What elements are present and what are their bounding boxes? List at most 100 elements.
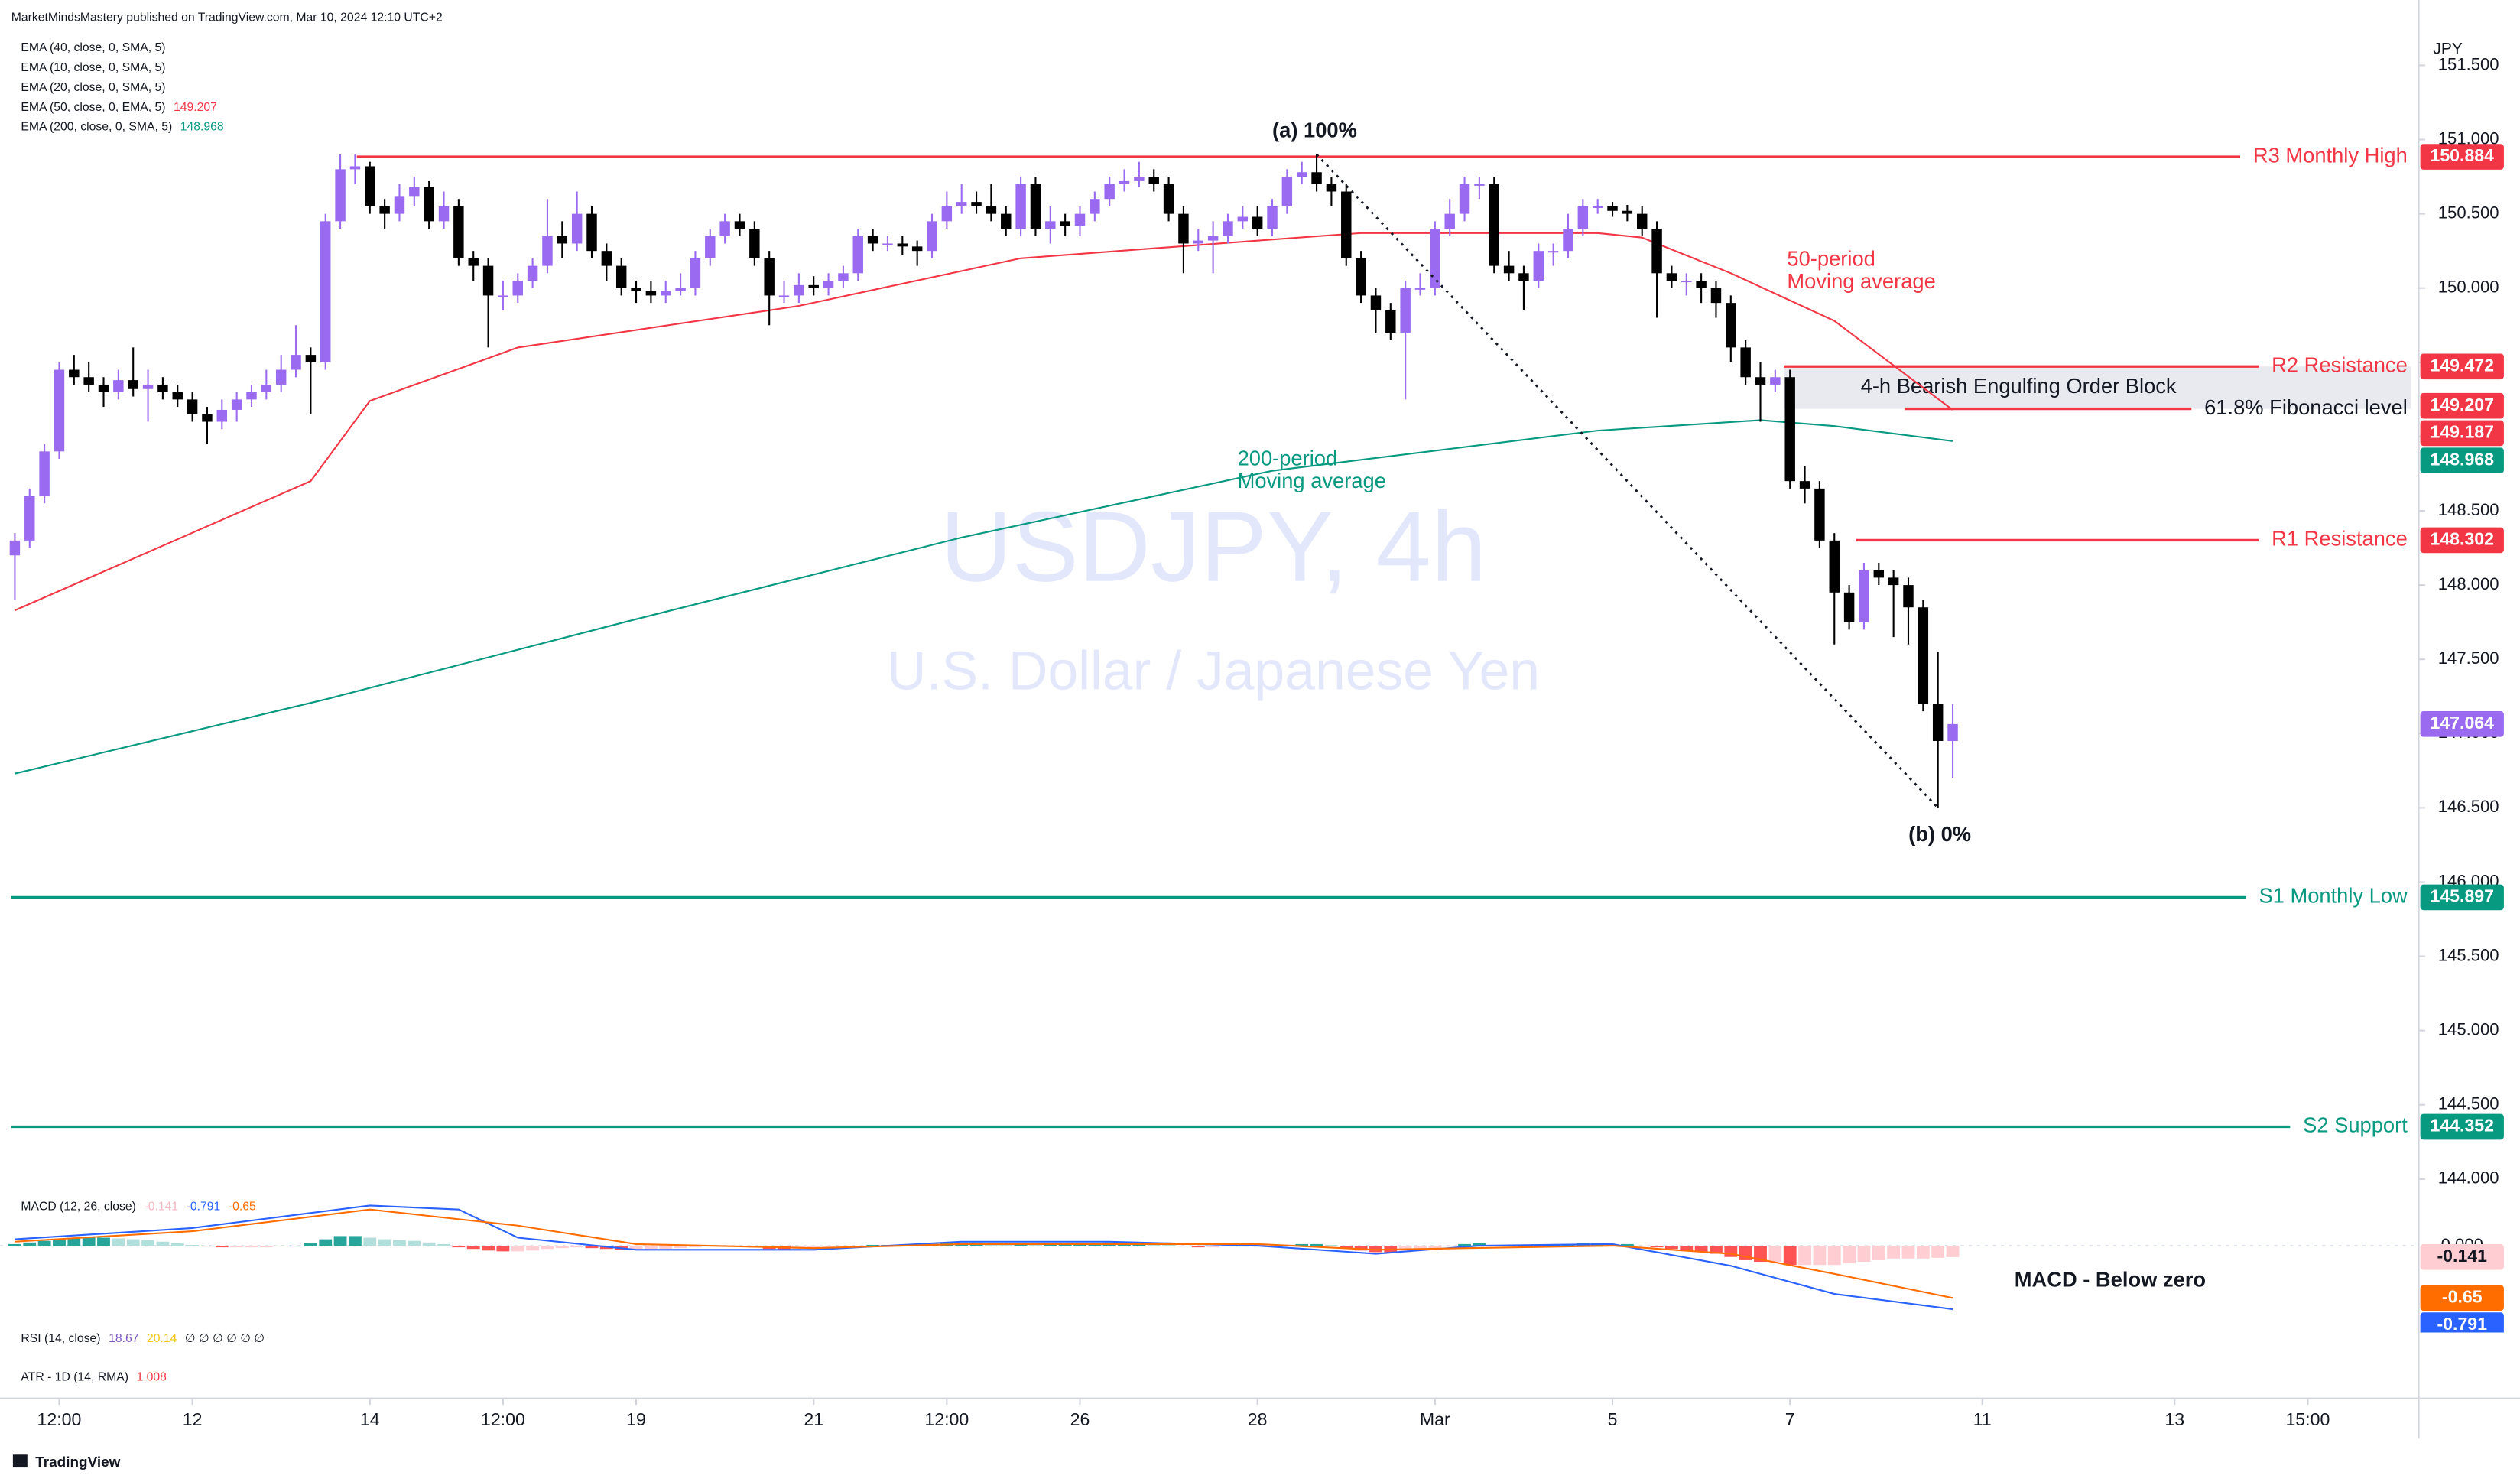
candle-body	[1518, 273, 1529, 281]
level-label: S2 Support	[2303, 1113, 2408, 1137]
level-label: R1 Resistance	[2272, 527, 2408, 551]
macd-histogram-bar	[378, 1239, 391, 1246]
macd-histogram-bar	[466, 1246, 480, 1250]
footer: TradingView	[35, 1454, 120, 1471]
candle-body	[838, 273, 849, 281]
macd-histogram-bar	[482, 1246, 495, 1251]
order-block-label: 4-h Bearish Engulfing Order Block	[1861, 374, 2177, 398]
candle-body	[335, 169, 346, 222]
candle-body	[631, 288, 641, 291]
candle-body	[764, 258, 775, 296]
macd-histogram-bar	[97, 1237, 110, 1246]
macd-histogram-bar	[186, 1244, 200, 1246]
candle-body	[1903, 585, 1914, 608]
candle-body	[1843, 592, 1855, 622]
candle-body	[1859, 570, 1869, 622]
price-badge-label: 147.064	[2430, 713, 2494, 733]
annotation: (a) 100%	[1272, 119, 1357, 142]
annotation: 200-period	[1238, 446, 1338, 470]
candle-body	[1414, 288, 1426, 290]
x-tick-label: 15:00	[2285, 1409, 2330, 1429]
macd-histogram-bar	[230, 1246, 244, 1248]
macd-histogram-bar	[156, 1241, 170, 1246]
header: MarketMindsMastery published on TradingV…	[11, 11, 443, 24]
candle-body	[1370, 295, 1382, 310]
macd-histogram-bar	[112, 1238, 125, 1246]
macd-histogram-bar	[304, 1243, 317, 1246]
candle-body	[897, 243, 908, 247]
candle-body	[39, 451, 50, 496]
macd-readout: -0.65	[229, 1201, 256, 1214]
macd-histogram-bar	[1295, 1243, 1309, 1246]
price-badge-label: 149.207	[2430, 395, 2494, 414]
candle-body	[1932, 704, 1944, 741]
macd-histogram-bar	[333, 1236, 347, 1246]
candle-body	[1666, 273, 1677, 281]
candle-body	[1503, 265, 1515, 274]
candle-body	[424, 187, 434, 222]
candle-body	[527, 265, 538, 281]
candle-body	[808, 284, 819, 288]
candle-body	[1252, 216, 1263, 229]
candle-body	[986, 206, 997, 214]
x-tick-label: 5	[1608, 1409, 1618, 1429]
candle-body	[601, 251, 612, 266]
macd-histogram-bar	[1325, 1244, 1338, 1246]
candle-body	[1090, 199, 1100, 214]
price-badge-label: 149.187	[2430, 422, 2494, 442]
indicator-value: 149.207	[174, 101, 217, 114]
macd-histogram-bar	[408, 1240, 421, 1246]
candle-body	[365, 166, 375, 206]
macd-readout: -0.141	[144, 1201, 178, 1214]
macd-histogram-bar	[1916, 1246, 1930, 1259]
candle-body	[615, 265, 627, 288]
macd-histogram-bar	[674, 1246, 687, 1249]
macd-histogram-bar	[689, 1246, 702, 1248]
macd-histogram-bar	[170, 1243, 184, 1246]
candle-body	[823, 281, 834, 288]
candle-body	[1622, 210, 1633, 214]
y-tick-label: 150.000	[2438, 278, 2499, 297]
indicator-label: EMA (10, close, 0, SMA, 5)	[21, 61, 165, 74]
macd-histogram-bar	[836, 1246, 850, 1248]
indicator-label: EMA (40, close, 0, SMA, 5)	[21, 41, 165, 54]
candle-body	[542, 236, 553, 266]
atr-value: 1.008	[137, 1371, 167, 1384]
candle-body	[1193, 240, 1204, 244]
macd-histogram-bar	[1650, 1246, 1664, 1248]
candle-body	[231, 399, 242, 410]
candle-body	[202, 414, 213, 422]
candle-body	[778, 295, 790, 297]
swing-line	[1315, 153, 1939, 809]
candle-body	[1341, 191, 1352, 258]
candle-body	[305, 355, 317, 362]
macd-histogram-bar	[53, 1239, 66, 1246]
candle-body	[1444, 213, 1455, 229]
candle-body	[734, 221, 745, 229]
macd-histogram-bar	[1162, 1244, 1175, 1246]
candle-body	[1311, 172, 1322, 184]
x-tick-label: 12:00	[481, 1409, 525, 1429]
y-tick-label: 144.000	[2438, 1168, 2499, 1188]
candle-body	[498, 295, 508, 297]
atr-label: ATR - 1D (14, RMA)	[21, 1371, 128, 1384]
macd-histogram-bar	[1473, 1243, 1486, 1246]
macd-histogram-bar	[496, 1246, 510, 1252]
candle-body	[69, 369, 80, 378]
candle-body	[1267, 206, 1278, 229]
macd-histogram-bar	[1191, 1246, 1205, 1248]
candle-body	[971, 202, 982, 206]
candle-body	[1223, 221, 1233, 236]
x-tick-label: 12:00	[924, 1409, 969, 1429]
x-tick-label: 28	[1248, 1409, 1268, 1429]
candle-body	[172, 392, 183, 400]
candle-body	[394, 196, 405, 214]
macd-histogram-bar	[644, 1246, 658, 1250]
y-tick-label: 144.500	[2438, 1094, 2499, 1113]
candle-body	[1296, 172, 1307, 177]
x-tick-label: Mar	[1420, 1409, 1450, 1429]
price-badge-label: 148.302	[2430, 529, 2494, 549]
currency: JPY	[2433, 41, 2463, 58]
candle-body	[275, 369, 287, 385]
candle-body	[1045, 221, 1056, 229]
